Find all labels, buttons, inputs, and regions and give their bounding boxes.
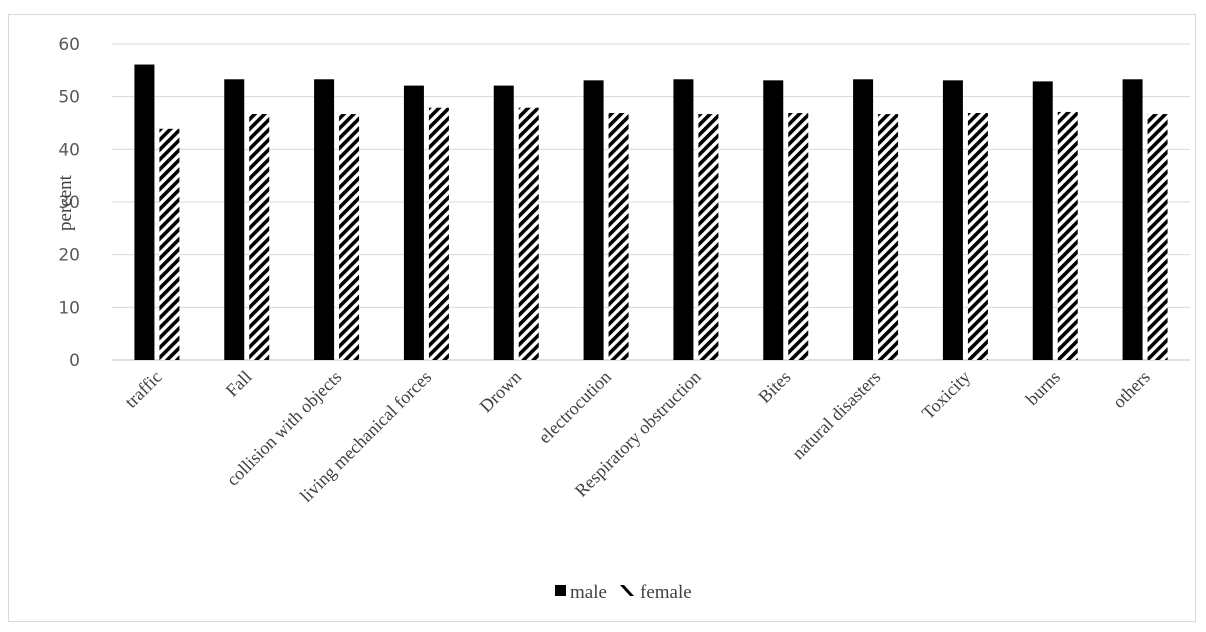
- bar-female: [249, 114, 270, 361]
- y-tick-label: 20: [58, 246, 80, 266]
- x-category-label: burns: [1022, 367, 1064, 409]
- x-category-label: Drown: [476, 367, 525, 416]
- bar-female: [518, 107, 539, 360]
- bar-female: [428, 107, 449, 360]
- bar-male: [493, 85, 514, 361]
- legend-label-male: male: [570, 582, 607, 603]
- x-category-label: others: [1109, 367, 1154, 412]
- y-tick-label: 50: [58, 88, 80, 108]
- bar-male: [314, 79, 335, 360]
- legend-swatch-male: [555, 585, 566, 596]
- x-category-label: Bites: [754, 367, 794, 407]
- y-tick-labels: 0 10 20 30 40 50 60: [58, 35, 80, 371]
- bar-male: [673, 79, 694, 360]
- bars: [134, 64, 1168, 361]
- bar-male: [853, 79, 874, 360]
- x-category-label: Toxicity: [918, 367, 974, 423]
- y-tick-label: 60: [58, 35, 80, 55]
- x-category-label: natural disasters: [788, 367, 884, 463]
- bar-female: [1057, 111, 1078, 360]
- y-tick-label: 10: [58, 298, 80, 318]
- bar-female: [878, 114, 899, 361]
- bar-male: [942, 80, 963, 360]
- bar-male: [583, 80, 604, 360]
- x-category-label: electrocution: [534, 367, 615, 448]
- bar-male: [224, 79, 245, 360]
- bar-female: [788, 112, 809, 360]
- y-tick-label: 40: [58, 140, 80, 160]
- bar-male: [134, 64, 155, 360]
- bar-male: [403, 85, 424, 361]
- bar-male: [1032, 81, 1053, 360]
- legend-label-female: female: [640, 582, 692, 603]
- bar-female: [967, 112, 988, 360]
- gridlines: [112, 43, 1190, 361]
- y-tick-label: 0: [69, 351, 80, 371]
- y-axis-title: percent: [55, 174, 76, 231]
- legend: male female: [555, 582, 692, 603]
- y-tick-label: 30: [58, 193, 80, 213]
- bar-male: [763, 80, 784, 360]
- x-category-label: Fall: [222, 367, 256, 401]
- x-category-label: traffic: [121, 367, 166, 412]
- bar-female: [1147, 114, 1168, 361]
- bar-female: [339, 114, 360, 361]
- bar-male: [1122, 79, 1143, 360]
- bar-female: [698, 114, 719, 361]
- bar-female: [159, 128, 180, 360]
- bar-female: [608, 112, 629, 360]
- legend-swatch-female: [620, 585, 634, 596]
